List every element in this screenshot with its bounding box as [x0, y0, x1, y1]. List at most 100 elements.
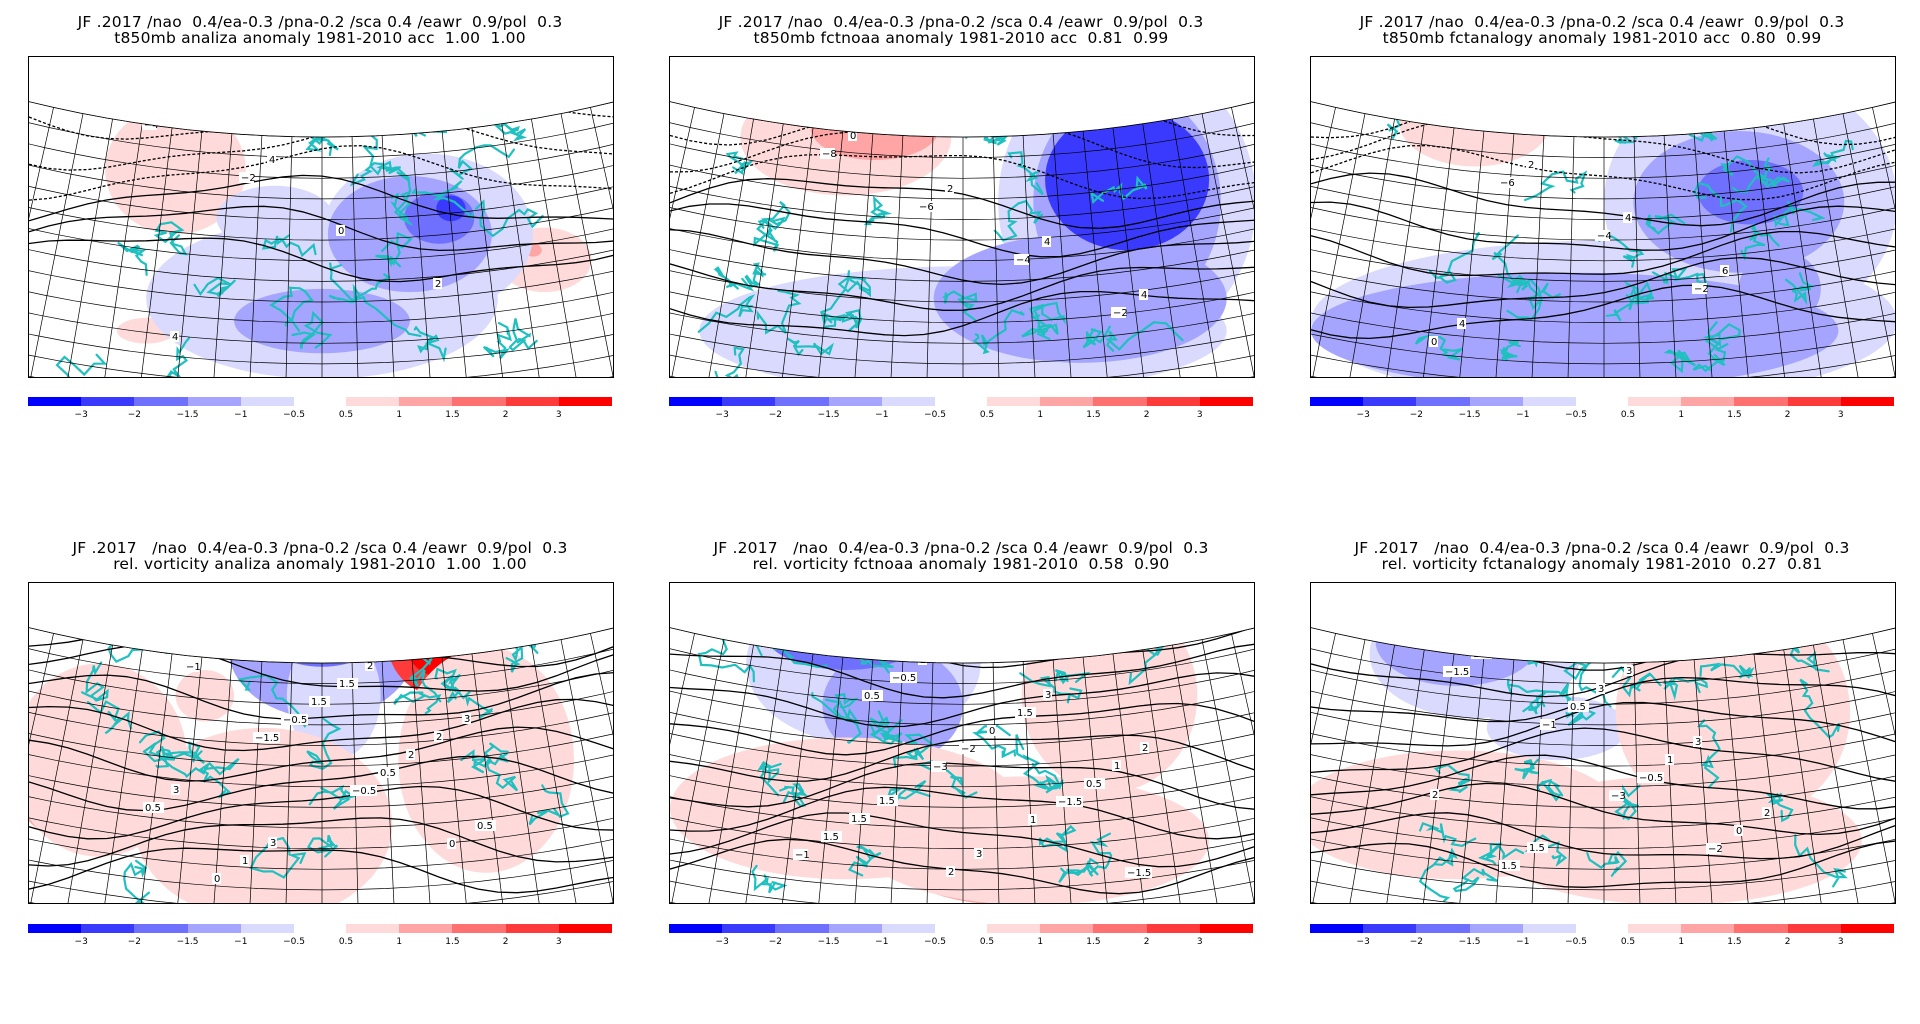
contour-label-bg — [253, 732, 280, 743]
coastline — [1740, 221, 1780, 262]
colorbar-segment — [722, 397, 776, 406]
colorbar-segment — [346, 924, 400, 933]
anomaly-shading — [116, 57, 352, 115]
contour-label-bg — [1540, 719, 1555, 730]
colorbar-segment — [134, 924, 188, 933]
contour-label: 4 — [1625, 213, 1631, 224]
colorbar-tick-label: −0.5 — [283, 937, 305, 947]
colorbar-segment — [1787, 924, 1841, 933]
colorbar-segment — [1734, 924, 1788, 933]
map-boundary — [29, 627, 613, 664]
contour-label: −1.5 — [1127, 868, 1151, 879]
map-plot: −3 −2 −1.5 −1 −0.5 0 1.5 0.5 1 2 1.5 3 3 2 1.5 3 — [1310, 582, 1896, 904]
contour-line — [670, 762, 1254, 811]
colorbar-segment — [1040, 397, 1094, 406]
coastline — [1090, 175, 1148, 204]
contour-line — [1311, 256, 1895, 309]
map-canvas: −1.5 −0.5 0 −1 −0.5 0.5 0.5 0 1.5 2 0.5 1 1.5 2 3 3 2 3 — [29, 583, 613, 903]
coastline — [1524, 170, 1588, 202]
colorbar-tick-label: 3 — [555, 410, 562, 420]
colorbar-segment — [28, 397, 82, 406]
colorbar-segment — [669, 924, 723, 933]
contour-label: 0.5 — [1570, 702, 1586, 713]
contour-label: 0.5 — [1086, 779, 1102, 790]
coastline — [756, 289, 802, 335]
colorbar-tick-label: −3 — [715, 410, 729, 420]
coastline — [249, 836, 307, 879]
contour-label-bg — [974, 848, 983, 859]
coastline — [1086, 832, 1113, 877]
coastline — [150, 90, 183, 125]
colorbar-tick-label: 2 — [1784, 937, 1791, 947]
coastline — [1082, 325, 1111, 349]
map-fan-region: −1.5 −0.5 0 −1 −0.5 0.5 0.5 0 1.5 2 0.5 1 1.5 2 3 3 2 3 — [29, 583, 613, 903]
contour-label: −0.5 — [892, 673, 916, 684]
map-boundary — [29, 101, 613, 138]
contour-label: 1 — [1114, 761, 1120, 772]
contour-label-bg — [890, 672, 917, 683]
coastline — [1015, 734, 1064, 790]
coastline — [811, 692, 860, 723]
coastline — [349, 133, 385, 187]
contour-label: −1.5 — [1445, 667, 1469, 678]
coastline — [432, 583, 454, 622]
anomaly-shading — [175, 669, 235, 722]
contour-label: −2 — [961, 744, 976, 755]
contour-line — [29, 817, 613, 867]
colorbar-segment — [452, 397, 506, 406]
contour-line — [1311, 782, 1895, 836]
coastline — [1696, 719, 1721, 789]
contour-label: −2 — [1113, 308, 1128, 319]
contour-label: −6 — [1500, 178, 1515, 189]
panel-title-line2: rel. vorticity analiza anomaly 1981-2010… — [113, 555, 527, 573]
contour-label-bg — [1526, 159, 1535, 170]
colorbar-segment — [987, 924, 1041, 933]
coastline — [112, 592, 144, 635]
colorbar-segment — [722, 924, 776, 933]
contour-label-bg — [1595, 230, 1610, 241]
contour-lines — [1311, 621, 1895, 888]
map-boundary — [670, 101, 1254, 138]
map-canvas: −4 −2 0 2 4 4 — [29, 57, 613, 377]
colorbar-tick-label: 1 — [1678, 410, 1685, 420]
coastline — [1419, 821, 1477, 848]
coastline — [1058, 860, 1099, 883]
contour-label-bg — [1762, 807, 1771, 818]
panel-title-line1: JF .2017 /nao 0.4/ea-0.3 /pna-0.2 /sca 0… — [1359, 13, 1845, 31]
contour-label: 1.5 — [1473, 649, 1489, 660]
map-fan-region: −6 −4 −2 0 2 4 6 4 — [1311, 57, 1895, 377]
contour-line — [670, 786, 1254, 840]
contour-label: 0 — [1431, 337, 1437, 348]
contour-label-bg — [1111, 307, 1126, 318]
contour-label-bg — [1693, 736, 1702, 747]
panel-vort-analiza: JF .2017 /nao 0.4/ea-0.3 /pna-0.2 /sca 0… — [0, 530, 640, 1024]
panel-vort-fctanalogy: JF .2017 /nao 0.4/ea-0.3 /pna-0.2 /sca 0… — [1282, 530, 1920, 1024]
colorbar-segment — [881, 924, 935, 933]
colorbar-tick-label: −1.5 — [1458, 410, 1481, 420]
anomaly-shading — [134, 583, 276, 654]
contour-line — [670, 203, 1254, 258]
coastline — [390, 189, 413, 226]
coastline — [1028, 301, 1066, 341]
coastline — [1663, 349, 1696, 374]
coastline — [411, 180, 474, 220]
panel-title-line1: JF .2017 /nao 0.4/ea-0.3 /pna-0.2 /sca 0… — [713, 539, 1209, 557]
anomaly-shading — [1398, 76, 1552, 167]
colorbar-tick-label: 2 — [1143, 937, 1150, 947]
contour-label: 4 — [269, 155, 275, 166]
colorbar-tick-label: 3 — [555, 937, 562, 947]
coastline — [956, 619, 997, 638]
panel-t850-analiza: JF .2017 /nao 0.4/ea-0.3 /pna-0.2 /sca 0… — [0, 0, 640, 494]
contour-label: 2 — [1528, 160, 1534, 171]
coastline — [1799, 678, 1841, 739]
coastline — [205, 96, 235, 123]
contour-line — [29, 671, 613, 720]
coastline — [1497, 274, 1543, 301]
colorbar-segment — [1628, 924, 1682, 933]
contour-label-bg — [959, 743, 974, 754]
lat-lon-grid — [29, 583, 613, 903]
contour-label-bg — [1429, 336, 1438, 347]
coastline — [306, 717, 342, 770]
contour-label: −3 — [933, 762, 948, 773]
map-canvas: −3 −2 −1.5 −1 −0.5 0 1.5 0.5 1 2 1.5 3 3 2 1.5 3 — [1311, 583, 1895, 903]
